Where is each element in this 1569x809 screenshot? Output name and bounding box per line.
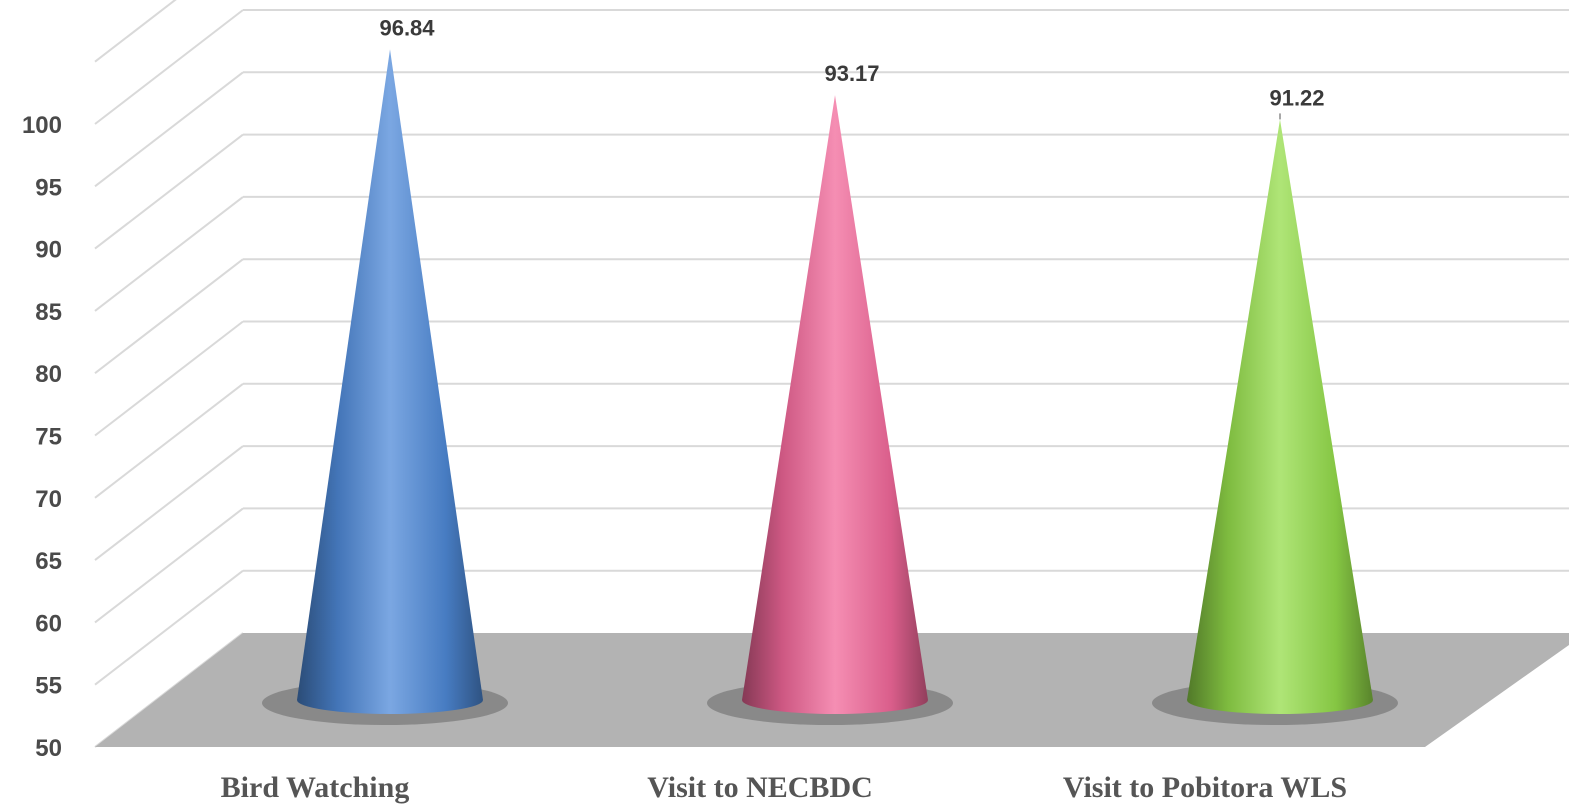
gridline-side — [94, 71, 244, 188]
category-label: Visit to NECBDC — [647, 771, 873, 804]
y-tick-label: 50 — [35, 735, 62, 762]
data-label: 93.17 — [824, 61, 879, 86]
gridline-side — [94, 445, 244, 561]
y-tick-label: 100 — [22, 112, 62, 139]
gridline-side — [94, 258, 244, 374]
data-labels: 96.84 93.17 91.22 — [379, 15, 1325, 120]
data-label: 96.84 — [379, 15, 435, 40]
y-tick-label: 80 — [35, 361, 62, 388]
y-tick-label: 90 — [35, 237, 62, 264]
gridline-side — [94, 196, 244, 312]
data-label: 91.22 — [1269, 85, 1324, 110]
y-tick-label: 55 — [35, 673, 62, 700]
cone-body — [1187, 119, 1373, 714]
category-label: Visit to Pobitora WLS — [1063, 771, 1347, 804]
gridline-side — [94, 133, 244, 250]
y-tick-label: 60 — [35, 610, 62, 637]
y-tick-label: 65 — [35, 548, 62, 575]
gridlines — [94, 0, 1569, 748]
category-label: Bird Watching — [221, 771, 410, 804]
gridline-side — [94, 569, 244, 686]
y-tick-label: 70 — [35, 486, 62, 513]
y-tick-label: 95 — [35, 174, 62, 201]
gridline-side — [94, 383, 244, 499]
data-series — [262, 49, 1398, 725]
y-tick-label: 85 — [35, 299, 62, 326]
cone-body — [742, 95, 928, 714]
gridline-side — [94, 9, 244, 125]
y-axis-tick-labels: 50 55 60 65 70 75 80 85 90 95 100 — [22, 112, 62, 762]
cone-3 — [1152, 119, 1398, 725]
gridline-side — [94, 320, 244, 437]
cone-body — [297, 49, 483, 714]
gridline-side — [94, 0, 177, 63]
cone-1 — [262, 49, 508, 725]
category-labels: Bird Watching Visit to NECBDC Visit to Pob… — [221, 771, 1347, 804]
y-tick-label: 75 — [35, 424, 62, 451]
gridline-side — [94, 507, 244, 624]
cone-2 — [707, 95, 953, 725]
